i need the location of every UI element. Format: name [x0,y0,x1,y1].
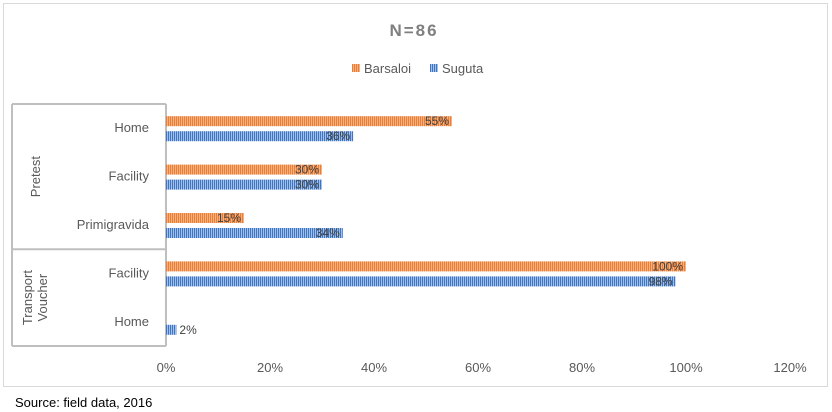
bars: 55% 36% 30%30% 15% 34% 100%98% 2% [166,114,686,337]
x-axis-ticks: 0% 20% 40% 60% 80% 100% 120% [157,360,807,375]
bar-suguta-1 [166,179,322,190]
chart-area [3,3,828,387]
legend-swatch-barsaloi [352,64,360,72]
x-tick-label-1: 20% [257,360,283,375]
group-label-1: TransportVoucher [20,270,50,326]
legend-label-barsaloi: Barsaloi [364,61,411,76]
category-axis-frame: Pretest TransportVoucher [11,103,167,347]
bar-suguta-0 [166,131,354,142]
x-tick-label-5: 100% [669,360,703,375]
bar-barsaloi-3 [166,261,686,272]
data-label-suguta-3: 98% [649,274,673,288]
bar-suguta-3 [166,276,676,287]
data-label-barsaloi-2: 15% [217,211,241,225]
bar-suguta-4 [166,324,177,335]
category-label-2: Primigravida [77,217,150,232]
category-label-0: Home [114,120,149,135]
data-label-suguta-0: 36% [326,129,350,143]
x-tick-label-4: 80% [569,360,595,375]
source-note: Source: field data, 2016 [15,395,153,410]
bar-barsaloi-1 [166,164,322,175]
legend-swatch-suguta [430,64,438,72]
category-label-3: Facility [109,265,150,280]
category-labels: Home Facility Primigravida Facility Home [77,120,150,329]
legend-label-suguta: Suguta [442,61,484,76]
data-label-barsaloi-0: 55% [425,114,449,128]
legend: Barsaloi Suguta [352,61,484,76]
bar-suguta-2 [166,228,343,238]
data-label-suguta-2: 34% [316,226,340,240]
chart-title: N=86 [389,21,438,40]
category-label-1: Facility [109,169,150,184]
x-tick-label-6: 120% [773,360,807,375]
bar-barsaloi-0 [166,116,452,127]
category-label-4: Home [114,314,149,329]
data-label-suguta-4: 2% [179,323,197,337]
bar-barsaloi-2 [166,213,244,223]
data-label-suguta-1: 30% [295,178,319,192]
data-label-barsaloi-1: 30% [295,163,319,177]
data-label-barsaloi-3: 100% [652,259,683,273]
x-tick-label-3: 60% [465,360,491,375]
x-tick-label-0: 0% [157,360,176,375]
group-label-0: Pretest [28,156,43,198]
x-tick-label-2: 40% [361,360,387,375]
